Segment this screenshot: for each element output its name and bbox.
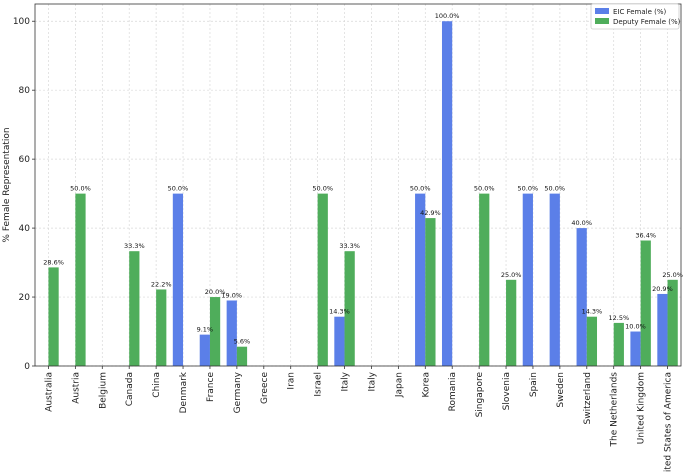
data-label-deputy: 50.0% <box>312 185 333 193</box>
bar-deputy <box>236 346 248 366</box>
bar-eic <box>415 193 426 366</box>
legend-label-deputy: Deputy Female (%) <box>613 18 681 26</box>
data-label-eic: 9.1% <box>197 326 214 334</box>
bar-deputy <box>586 316 598 366</box>
x-tick-label: Italy <box>367 371 377 391</box>
data-label-eic: 50.0% <box>168 185 189 193</box>
bar-deputy <box>48 267 59 366</box>
data-labels: 50.0% 9.1% 19.0% 14.3% 50.0% 100.0% 50.0% 50.0%… <box>43 12 683 345</box>
data-label-eic: 10.0% <box>625 323 646 331</box>
y-tick-label: 80 <box>19 86 31 96</box>
x-tick-label: Romania <box>448 372 458 411</box>
bar-deputy <box>344 251 355 366</box>
bar-eic <box>522 193 533 366</box>
data-label-eic: 14.3% <box>329 308 350 316</box>
x-tick-label: Sweden <box>556 372 566 408</box>
bar-deputy <box>75 193 86 366</box>
bar-deputy <box>640 240 651 366</box>
data-label-deputy: 12.5% <box>608 314 629 322</box>
x-tick-label: China <box>152 372 162 398</box>
data-label-deputy: 14.3% <box>582 308 603 316</box>
legend-box <box>590 3 680 30</box>
data-label-eic: 100.0% <box>435 12 460 20</box>
bar-eic <box>549 193 560 366</box>
legend-swatch-eic <box>595 8 609 14</box>
x-tick-label: Israel <box>314 372 324 397</box>
data-label-deputy: 25.0% <box>662 271 683 279</box>
bar-eic <box>576 228 587 366</box>
data-label-deputy: 36.4% <box>635 232 656 240</box>
bar-eic <box>199 334 210 366</box>
bar-deputy <box>209 297 221 366</box>
legend-swatch-deputy <box>595 18 609 24</box>
y-tick-label: 100 <box>13 17 30 27</box>
x-tick-label: Japan <box>394 372 404 398</box>
data-label-eic: 19.0% <box>221 291 242 299</box>
data-label-deputy: 5.6% <box>234 338 251 346</box>
bar-eic <box>657 293 668 366</box>
data-label-eic: 20.9% <box>652 285 673 293</box>
y-tick-label: 0 <box>24 362 30 372</box>
bar-deputy <box>425 218 436 366</box>
data-label-deputy: 50.0% <box>70 185 91 193</box>
x-tick-label: Slovenia <box>502 372 512 410</box>
data-label-deputy: 50.0% <box>474 185 495 193</box>
bar-eic <box>334 316 345 366</box>
bars <box>48 21 678 366</box>
bar-deputy <box>613 322 624 366</box>
data-label-deputy: 20.0% <box>205 288 226 296</box>
x-tick-label: Germany <box>233 371 243 413</box>
y-tick-label: 60 <box>19 155 31 165</box>
x-tick-label: Canada <box>125 372 135 406</box>
y-tick-label: 20 <box>19 293 31 303</box>
data-label-deputy: 33.3% <box>339 242 360 250</box>
data-label-deputy: 22.2% <box>151 280 172 288</box>
bar-deputy <box>129 251 140 366</box>
legend: EIC Female (%) Deputy Female (%) <box>590 3 681 30</box>
bar-eic <box>226 300 237 366</box>
x-tick-label: Korea <box>421 372 431 398</box>
x-tick-label: Denmark <box>179 371 189 413</box>
x-tick-label: Spain <box>529 372 539 397</box>
x-tick-label: Switzerland <box>583 372 593 425</box>
bar-eic <box>630 331 641 366</box>
bar-deputy <box>317 193 328 366</box>
x-tick-label: Austria <box>71 372 81 404</box>
x-tick-label: Greece <box>260 372 270 404</box>
x-tick-label: The Netherlands <box>610 372 620 448</box>
bar-eic <box>441 21 453 366</box>
x-tick-label: United Kingdom <box>637 372 647 444</box>
x-tick-label: Singapore <box>475 372 485 418</box>
x-tick-label: Italy <box>341 371 351 391</box>
legend-label-eic: EIC Female (%) <box>613 8 667 16</box>
data-label-deputy: 28.6% <box>43 258 64 266</box>
data-label-eic: 40.0% <box>571 219 592 227</box>
bar-deputy <box>479 193 490 366</box>
data-label-deputy: 42.9% <box>420 209 441 217</box>
axes: 0 20 40 60 80 100 Australia Austria Belgium Canad… <box>13 3 682 473</box>
x-tick-label: Iran <box>287 372 297 390</box>
data-label-eic: 50.0% <box>518 185 539 193</box>
data-label-eic: 50.0% <box>410 185 431 193</box>
x-tick-label: Australia <box>44 372 54 412</box>
data-label-eic: 50.0% <box>544 185 565 193</box>
y-tick-label: 40 <box>19 224 31 234</box>
bar-eic <box>172 193 184 366</box>
x-tick-label: France <box>206 372 216 402</box>
data-label-deputy: 33.3% <box>124 242 145 250</box>
bar-deputy <box>156 289 167 366</box>
bar-deputy <box>506 279 517 366</box>
bar-deputy <box>667 279 678 366</box>
x-tick-label: Belgium <box>98 372 108 409</box>
y-axis-title: % Female Representation <box>2 127 12 242</box>
data-label-deputy: 25.0% <box>501 271 522 279</box>
x-tick-label: United States of America <box>664 372 674 473</box>
plot-frame <box>34 3 682 367</box>
